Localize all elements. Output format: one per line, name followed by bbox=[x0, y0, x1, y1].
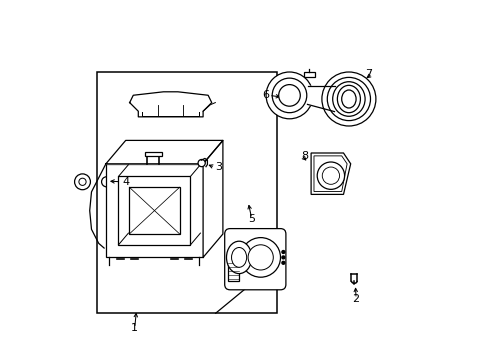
Bar bbox=[118, 176, 190, 245]
Circle shape bbox=[278, 85, 300, 106]
Text: 3: 3 bbox=[215, 162, 222, 172]
Polygon shape bbox=[313, 156, 346, 192]
Circle shape bbox=[322, 167, 339, 184]
Circle shape bbox=[265, 72, 312, 119]
Ellipse shape bbox=[226, 241, 251, 274]
Bar bbox=[106, 164, 203, 257]
Text: 7: 7 bbox=[365, 69, 371, 79]
Bar bbox=[97, 72, 276, 313]
Text: 1: 1 bbox=[131, 323, 138, 333]
Bar bbox=[129, 187, 179, 234]
Circle shape bbox=[198, 159, 205, 167]
Circle shape bbox=[241, 238, 280, 277]
Bar bbox=[228, 259, 239, 281]
Polygon shape bbox=[106, 140, 223, 164]
Circle shape bbox=[282, 256, 284, 259]
Polygon shape bbox=[129, 92, 211, 117]
Text: 2: 2 bbox=[352, 294, 359, 304]
Circle shape bbox=[282, 261, 284, 264]
Circle shape bbox=[247, 245, 273, 270]
Circle shape bbox=[79, 178, 86, 185]
Circle shape bbox=[282, 251, 284, 253]
Circle shape bbox=[75, 174, 90, 190]
Circle shape bbox=[272, 78, 306, 113]
Text: 5: 5 bbox=[248, 213, 255, 224]
FancyBboxPatch shape bbox=[224, 229, 285, 290]
Ellipse shape bbox=[231, 248, 246, 267]
Polygon shape bbox=[203, 140, 223, 257]
Text: 4: 4 bbox=[122, 177, 129, 187]
Text: 6: 6 bbox=[262, 90, 268, 100]
Polygon shape bbox=[307, 86, 334, 112]
Bar bbox=[303, 72, 314, 77]
Bar bbox=[144, 152, 162, 156]
Circle shape bbox=[317, 162, 344, 189]
Text: 8: 8 bbox=[301, 150, 308, 161]
Polygon shape bbox=[310, 153, 350, 194]
